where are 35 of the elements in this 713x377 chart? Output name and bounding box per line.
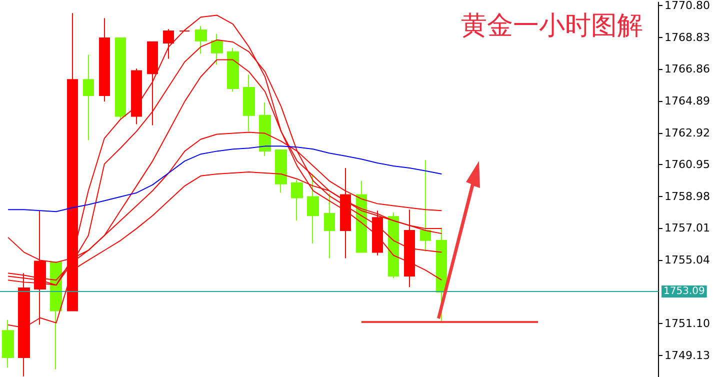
candlestick <box>356 180 367 253</box>
y-tick-label: 1758.98 <box>664 190 710 203</box>
y-tick-label: 1757.01 <box>664 222 710 235</box>
y-tick-label: 1768.83 <box>664 30 710 44</box>
y-tick-label: 1755.04 <box>664 254 710 267</box>
y-tick-label: 1760.95 <box>664 158 710 172</box>
candlestick <box>195 26 207 54</box>
candlestick <box>83 54 94 141</box>
candlestick <box>436 227 447 322</box>
candlestick <box>324 193 335 259</box>
text: 黄金一小时图解 <box>461 11 643 41</box>
candlestick <box>388 212 399 279</box>
y-tick-label: 1766.86 <box>664 62 710 76</box>
candlestick <box>372 210 383 256</box>
candlestick <box>243 74 255 132</box>
candlestick <box>420 160 431 252</box>
candlestick <box>2 319 14 368</box>
candlestick <box>50 262 62 370</box>
candlestick <box>307 173 319 244</box>
candlestick <box>291 179 303 221</box>
candlestick <box>259 102 271 157</box>
candlestick <box>275 150 287 194</box>
line-series <box>8 146 442 212</box>
y-tick-label: 1762.92 <box>664 126 710 140</box>
candlestick <box>211 33 223 66</box>
y-tick-label: 1751.10 <box>664 317 710 330</box>
candlestick <box>99 18 110 102</box>
candlestick <box>115 37 126 120</box>
candlestick <box>227 47 239 92</box>
y-tick-label: 1749.13 <box>664 349 710 362</box>
y-tick-label: 1770.80 <box>664 0 710 12</box>
y-tick-label: 1764.89 <box>664 94 710 108</box>
ref-line-label: 1753.09 <box>664 286 705 298</box>
candlestick <box>163 28 174 60</box>
candlestick <box>131 68 142 125</box>
